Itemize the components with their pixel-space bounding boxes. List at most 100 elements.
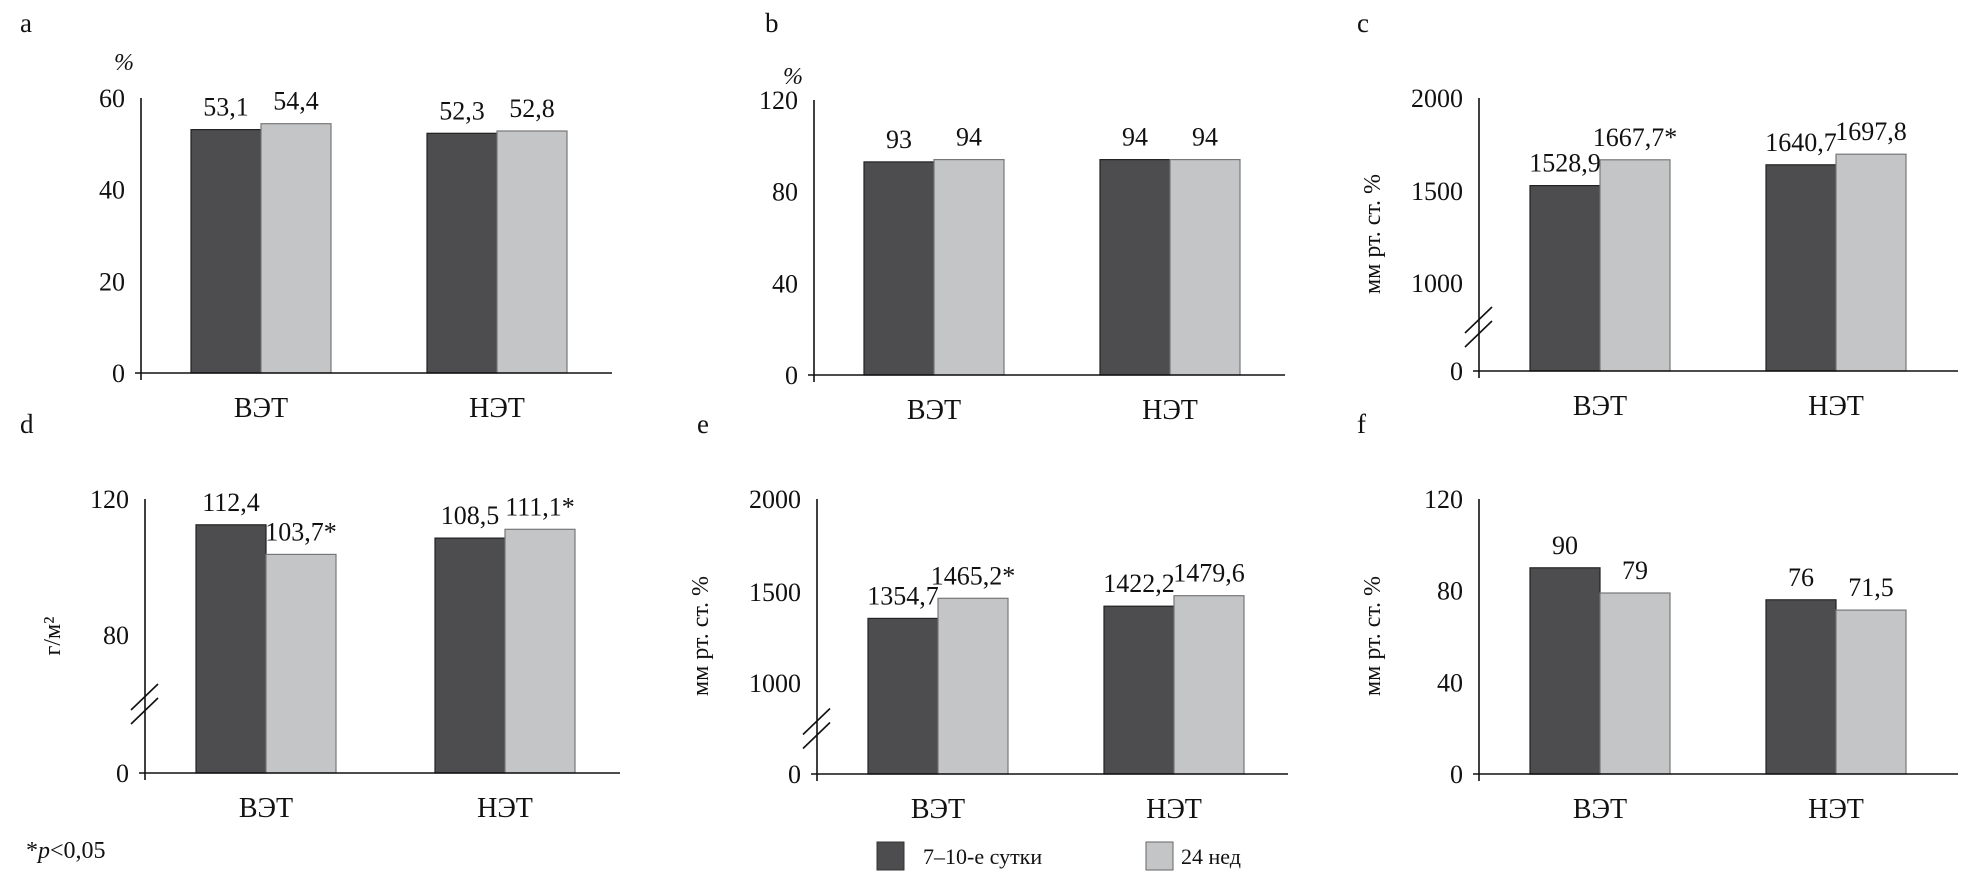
- legend-swatch-series-1: [876, 841, 905, 871]
- bar-f-2-2: [1835, 609, 1907, 775]
- data-label: 71,5: [1848, 573, 1894, 602]
- significance-footnote: *p<0,05: [26, 838, 106, 864]
- bar-c-2-2: [1835, 153, 1907, 372]
- bar-e-2-1: [937, 597, 1009, 775]
- bar-d-2-2: [504, 528, 576, 774]
- y-tick-label: 60: [99, 84, 125, 113]
- x-tick-label: ВЭТ: [1573, 794, 1627, 825]
- axis-break-mark: [130, 683, 159, 711]
- axis-break-mark: [130, 697, 159, 725]
- bar-f-1-1: [1529, 567, 1601, 775]
- bar-e-2-2: [1173, 595, 1245, 775]
- bar-a-1-1: [190, 129, 262, 374]
- panel-letter: f: [1357, 409, 1366, 439]
- data-label: 108,5: [441, 501, 500, 530]
- data-label: 1422,2: [1103, 569, 1175, 598]
- y-tick-label: 0: [1450, 357, 1463, 386]
- bar-a-2-1: [260, 123, 332, 374]
- y-axis-label: %: [114, 50, 134, 76]
- bar-b-1-2: [1099, 159, 1171, 376]
- y-axis-label: г/м²: [40, 617, 66, 656]
- axis-break-mark: [1464, 306, 1493, 334]
- y-tick-label: 120: [759, 86, 798, 115]
- data-label: 1640,7: [1765, 128, 1837, 157]
- y-tick-label: 0: [112, 359, 125, 388]
- bar-f-2-1: [1599, 592, 1671, 775]
- x-tick-label: НЭТ: [1808, 794, 1864, 825]
- x-tick-label: НЭТ: [1808, 391, 1864, 422]
- data-label: 94: [956, 123, 982, 152]
- footnote-p: p: [36, 838, 50, 864]
- data-label: 54,4: [273, 87, 319, 116]
- y-tick-label: 1000: [1411, 269, 1463, 298]
- x-tick-label: НЭТ: [1146, 794, 1202, 825]
- axis-break-mark: [1464, 320, 1493, 348]
- x-tick-label: ВЭТ: [234, 393, 288, 424]
- bar-f-1-2: [1765, 599, 1837, 775]
- panels: a% 53,1 54,4 ВЭТ 52,3 52,8 НЭТ 0 20 40 60 b% 93 94 ВЭТ…: [20, 8, 1958, 825]
- data-label: 79: [1622, 556, 1648, 585]
- data-label: 94: [1192, 123, 1218, 152]
- panel-letter: d: [20, 409, 34, 439]
- y-tick-label: 80: [103, 621, 129, 650]
- bar-c-2-1: [1599, 159, 1671, 372]
- x-tick-label: НЭТ: [1142, 395, 1198, 426]
- y-tick-label: 20: [99, 267, 125, 296]
- legend-swatch-series-2: [1145, 841, 1174, 871]
- y-tick-label: 0: [1450, 760, 1463, 789]
- x-tick-label: ВЭТ: [239, 793, 293, 824]
- bar-d-1-1: [195, 524, 267, 774]
- bar-d-2-1: [265, 553, 337, 774]
- bar-b-2-1: [933, 159, 1005, 376]
- data-label: 112,4: [202, 488, 260, 517]
- y-tick-label: 80: [1437, 577, 1463, 606]
- bar-e-1-2: [1103, 605, 1175, 775]
- chart-panel-f: f мм рт. ст. % 90 79 ВЭТ 76 71,5 НЭТ 0 40 80 120: [1357, 409, 1958, 825]
- y-tick-label: 40: [1437, 668, 1463, 697]
- chart-panel-b: b% 93 94 ВЭТ 94 94 НЭТ 0 40 80 120: [759, 8, 1285, 426]
- data-label: 1697,8: [1835, 117, 1907, 146]
- data-label: 52,8: [509, 94, 555, 123]
- y-axis-label: мм рт. ст. %: [688, 576, 714, 696]
- y-axis-label: %: [783, 64, 803, 90]
- y-tick-label: 120: [1424, 485, 1463, 514]
- data-label: 94: [1122, 123, 1148, 152]
- data-label: 1354,7: [867, 581, 939, 610]
- y-tick-label: 0: [788, 760, 801, 789]
- panel-letter: c: [1357, 8, 1369, 38]
- data-label: 1465,2*: [931, 561, 1016, 590]
- panel-letter: a: [20, 8, 32, 38]
- legend: 7–10-е сутки 24 нед: [876, 841, 1241, 871]
- chart-panel-a: a% 53,1 54,4 ВЭТ 52,3 52,8 НЭТ 0 20 40 60: [20, 8, 612, 424]
- data-label: 111,1*: [505, 492, 575, 521]
- x-tick-label: ВЭТ: [1573, 391, 1627, 422]
- bar-a-2-2: [496, 130, 568, 374]
- panel-letter: b: [765, 8, 779, 38]
- legend-label-series-1: 7–10-е сутки: [923, 844, 1042, 869]
- footnote-threshold: <0,05: [50, 838, 106, 864]
- bar-a-1-2: [426, 132, 498, 374]
- x-tick-label: ВЭТ: [911, 794, 965, 825]
- data-label: 53,1: [203, 93, 249, 122]
- y-tick-label: 1500: [1411, 177, 1463, 206]
- x-tick-label: НЭТ: [469, 393, 525, 424]
- x-tick-label: ВЭТ: [907, 395, 961, 426]
- x-tick-label: НЭТ: [477, 793, 533, 824]
- y-axis-label: мм рт. ст. %: [1360, 576, 1386, 696]
- axis-break-mark: [802, 707, 831, 736]
- data-label: 52,3: [439, 96, 485, 125]
- y-tick-label: 0: [116, 759, 129, 788]
- bar-e-1-1: [867, 617, 939, 775]
- data-label: 76: [1788, 563, 1814, 592]
- bar-c-1-2: [1765, 164, 1837, 372]
- data-label: 1667,7*: [1593, 123, 1678, 152]
- y-tick-label: 40: [99, 176, 125, 205]
- bar-b-1-1: [863, 161, 935, 376]
- y-tick-label: 2000: [1411, 84, 1463, 113]
- y-tick-label: 120: [90, 485, 129, 514]
- bar-c-1-1: [1529, 185, 1601, 372]
- data-label: 1479,6: [1173, 559, 1245, 588]
